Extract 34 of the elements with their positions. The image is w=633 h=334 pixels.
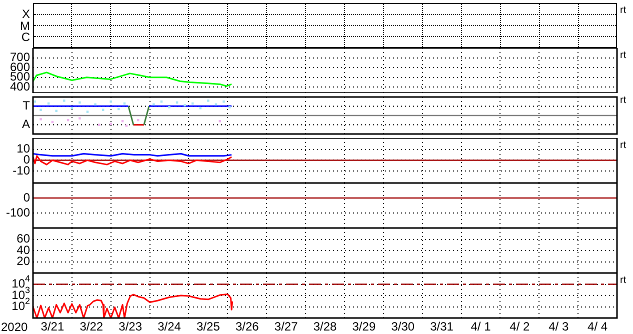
y-tick-label: -100 xyxy=(6,205,30,220)
x-tick-label: 3/27 xyxy=(274,320,298,334)
text: rt xyxy=(620,140,626,151)
text: M xyxy=(20,18,30,32)
x-tick-label: 3/23 xyxy=(118,320,142,334)
y-tick-label: 20 xyxy=(16,254,30,268)
x-tick-label: 3/22 xyxy=(80,320,104,334)
text: A xyxy=(22,117,30,132)
text: rt xyxy=(620,50,626,61)
point xyxy=(136,118,140,122)
text: T xyxy=(22,98,31,113)
x-tick-label: 4/ 1 xyxy=(470,320,492,334)
text: rt xyxy=(620,275,626,286)
x-tick-label: 3/26 xyxy=(235,320,260,334)
x-tick-label: 4/ 4 xyxy=(588,320,608,334)
point xyxy=(121,120,124,122)
point xyxy=(102,108,104,112)
text: rt xyxy=(620,95,626,106)
x-tick-label: 3/29 xyxy=(352,320,376,334)
y-tick-label: 0 xyxy=(23,190,30,204)
text: rt xyxy=(620,5,626,16)
point xyxy=(218,120,222,122)
point xyxy=(191,102,194,105)
text: C xyxy=(21,30,30,44)
x-tick-label: 4/ 2 xyxy=(510,320,530,334)
text: X xyxy=(22,7,30,22)
x-tick-label: 3/24 xyxy=(158,320,182,334)
x-tick-label: 4/ 3 xyxy=(548,320,569,334)
x-tick-label: 3/25 xyxy=(196,320,220,334)
x-tick-label: 3/31 xyxy=(430,320,454,334)
x-tick-label: 3/28 xyxy=(313,320,337,334)
x-axis-title: 2020 xyxy=(1,320,28,334)
x-tick-label: 3/21 xyxy=(40,320,64,334)
x-tick-label: 3/30 xyxy=(391,320,415,334)
